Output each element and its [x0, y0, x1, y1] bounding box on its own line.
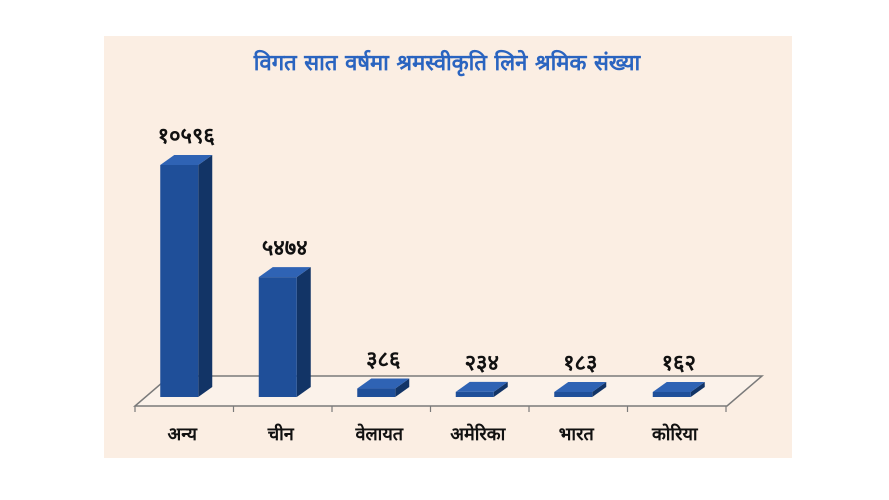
category-labels: अन्य चीन वेलायत अमेरिका भारत कोरिया [167, 423, 698, 445]
category-label: अमेरिका [450, 423, 506, 445]
bar-side [296, 267, 311, 397]
bar-top [554, 382, 607, 392]
bar-side [690, 382, 705, 397]
category-label: अन्य [167, 424, 198, 445]
bar-top [258, 267, 311, 278]
bar-front [455, 391, 494, 397]
bar-top [652, 382, 705, 392]
bar-front [258, 277, 297, 397]
bar-top [160, 155, 213, 165]
chart-title: विगत सात वर्षमा श्रमस्वीकृति लिने श्रमिक… [253, 49, 642, 77]
bar [652, 382, 705, 397]
value-label: ३८६ [366, 348, 401, 373]
bar-top [455, 381, 508, 392]
bar-front [554, 392, 593, 397]
category-label: भारत [559, 424, 595, 445]
bar [455, 381, 508, 397]
bar [258, 267, 311, 397]
bars [160, 155, 705, 397]
value-label: १८३ [563, 351, 597, 376]
category-label: वेलायत [354, 423, 403, 445]
category-label: कोरिया [651, 423, 699, 445]
bar-top [357, 378, 410, 389]
category-label: चीन [267, 423, 295, 445]
bar-side [198, 155, 213, 397]
bar-side [493, 381, 508, 397]
value-label: २३४ [465, 351, 499, 376]
value-label: १६२ [662, 351, 696, 376]
value-label: १०५९६ [158, 124, 216, 149]
floor-ticks [134, 406, 727, 412]
bar-front [160, 165, 199, 397]
bar-side [592, 382, 607, 397]
value-labels: १०५९६ ५४७४ ३८६ २३४ १८३ १६२ [158, 124, 696, 376]
bar [160, 155, 213, 397]
bar-side [395, 378, 410, 397]
value-label: ५४७४ [262, 236, 308, 261]
bar [554, 382, 607, 397]
bar-front [652, 392, 691, 397]
bar-front [357, 388, 396, 397]
bar [357, 378, 410, 397]
